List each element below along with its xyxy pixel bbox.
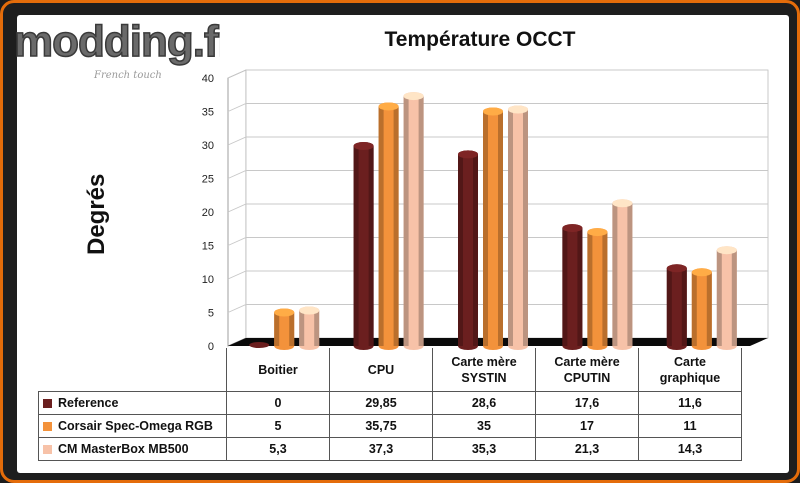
data-label: 37,3 — [329, 437, 433, 461]
bar — [249, 342, 270, 348]
data-label: 35,3 — [432, 437, 536, 461]
bar — [691, 268, 712, 350]
data-label: 35,75 — [329, 414, 433, 438]
series-label: CM MasterBox MB500 — [38, 437, 227, 461]
category-label-line: CPUTIN — [563, 370, 611, 385]
table-corner — [39, 348, 227, 392]
category-label: Carte mère SYSTIN — [432, 348, 536, 392]
category-label: Boitier — [226, 348, 330, 392]
category-label-line: Carte — [674, 354, 706, 369]
data-label: 35 — [432, 414, 536, 438]
gridline — [227, 69, 768, 79]
data-label: 11 — [638, 414, 742, 438]
bar — [508, 105, 528, 351]
gridline — [227, 103, 768, 112]
category-label-line: SYSTIN — [461, 370, 507, 385]
data-label: 11,6 — [638, 391, 742, 415]
bar — [716, 246, 737, 350]
gridline — [227, 136, 768, 146]
category-label-line: Carte mère — [451, 354, 517, 369]
data-label: 17 — [535, 414, 639, 438]
bar — [403, 92, 424, 350]
y-tick-label: 20 — [202, 207, 214, 219]
data-label: 5,3 — [226, 437, 330, 461]
category-label-line: Boitier — [258, 362, 298, 377]
series-label: Corsair Spec-Omega RGB — [38, 414, 227, 438]
series-row: CM MasterBox MB500 5,3 37,3 35,3 21,3 14,3 — [38, 437, 742, 461]
category-label-line: CPU — [367, 362, 395, 377]
chart-title: Température OCCT — [384, 28, 576, 51]
category-row: Boitier CPU Carte mère SYSTIN Carte mère CPUT… — [39, 348, 742, 392]
bar — [274, 308, 295, 350]
series-name: Reference — [58, 396, 119, 410]
y-tick-label: 25 — [202, 174, 214, 186]
series-row: Reference 0 29,85 28,6 17,6 11,6 — [38, 391, 742, 415]
bar — [562, 224, 583, 350]
y-tick-label: 15 — [202, 241, 214, 253]
category-label-line: graphique — [659, 370, 721, 385]
bar — [612, 199, 633, 350]
bar — [587, 228, 608, 350]
y-tick-label: 0 — [208, 341, 214, 353]
y-tick-label: 40 — [202, 73, 214, 85]
category-label-line: Carte mère — [554, 354, 620, 369]
data-label: 29,85 — [329, 391, 433, 415]
category-label: Carte graphique — [638, 348, 742, 392]
bar — [299, 306, 320, 350]
data-table: Boitier CPU Carte mère SYSTIN Carte mère CPUT… — [38, 348, 742, 461]
data-label: 14,3 — [638, 437, 742, 461]
bar — [483, 107, 503, 350]
series-name: CM MasterBox MB500 — [58, 442, 189, 456]
data-label: 5 — [226, 414, 330, 438]
category-label: CPU — [329, 348, 433, 392]
gridline — [227, 170, 768, 179]
bar — [666, 264, 687, 350]
data-label: 21,3 — [535, 437, 639, 461]
modding-fr-logo: modding.fr French touch — [13, 16, 220, 81]
series-name: Corsair Spec-Omega RGB — [58, 419, 213, 433]
legend-swatch — [43, 445, 52, 454]
y-tick-label: 30 — [202, 140, 214, 152]
category-label: Carte mère CPUTIN — [535, 348, 639, 392]
gridline — [227, 203, 768, 213]
y-tick-label: 10 — [202, 274, 214, 286]
y-tick-label: 35 — [202, 107, 214, 119]
data-label: 28,6 — [432, 391, 536, 415]
svg-text:modding.fr: modding.fr — [14, 17, 220, 66]
series-label: Reference — [38, 391, 227, 415]
data-label: 0 — [226, 391, 330, 415]
legend-swatch — [43, 422, 52, 431]
legend-swatch — [43, 399, 52, 408]
series-row: Corsair Spec-Omega RGB 5 35,75 35 17 11 — [38, 414, 742, 438]
bar — [378, 102, 399, 350]
svg-text:French touch: French touch — [93, 70, 162, 81]
data-label: 17,6 — [535, 391, 639, 415]
bar — [458, 150, 478, 350]
bar — [353, 142, 374, 350]
y-tick-label: 5 — [208, 308, 214, 320]
